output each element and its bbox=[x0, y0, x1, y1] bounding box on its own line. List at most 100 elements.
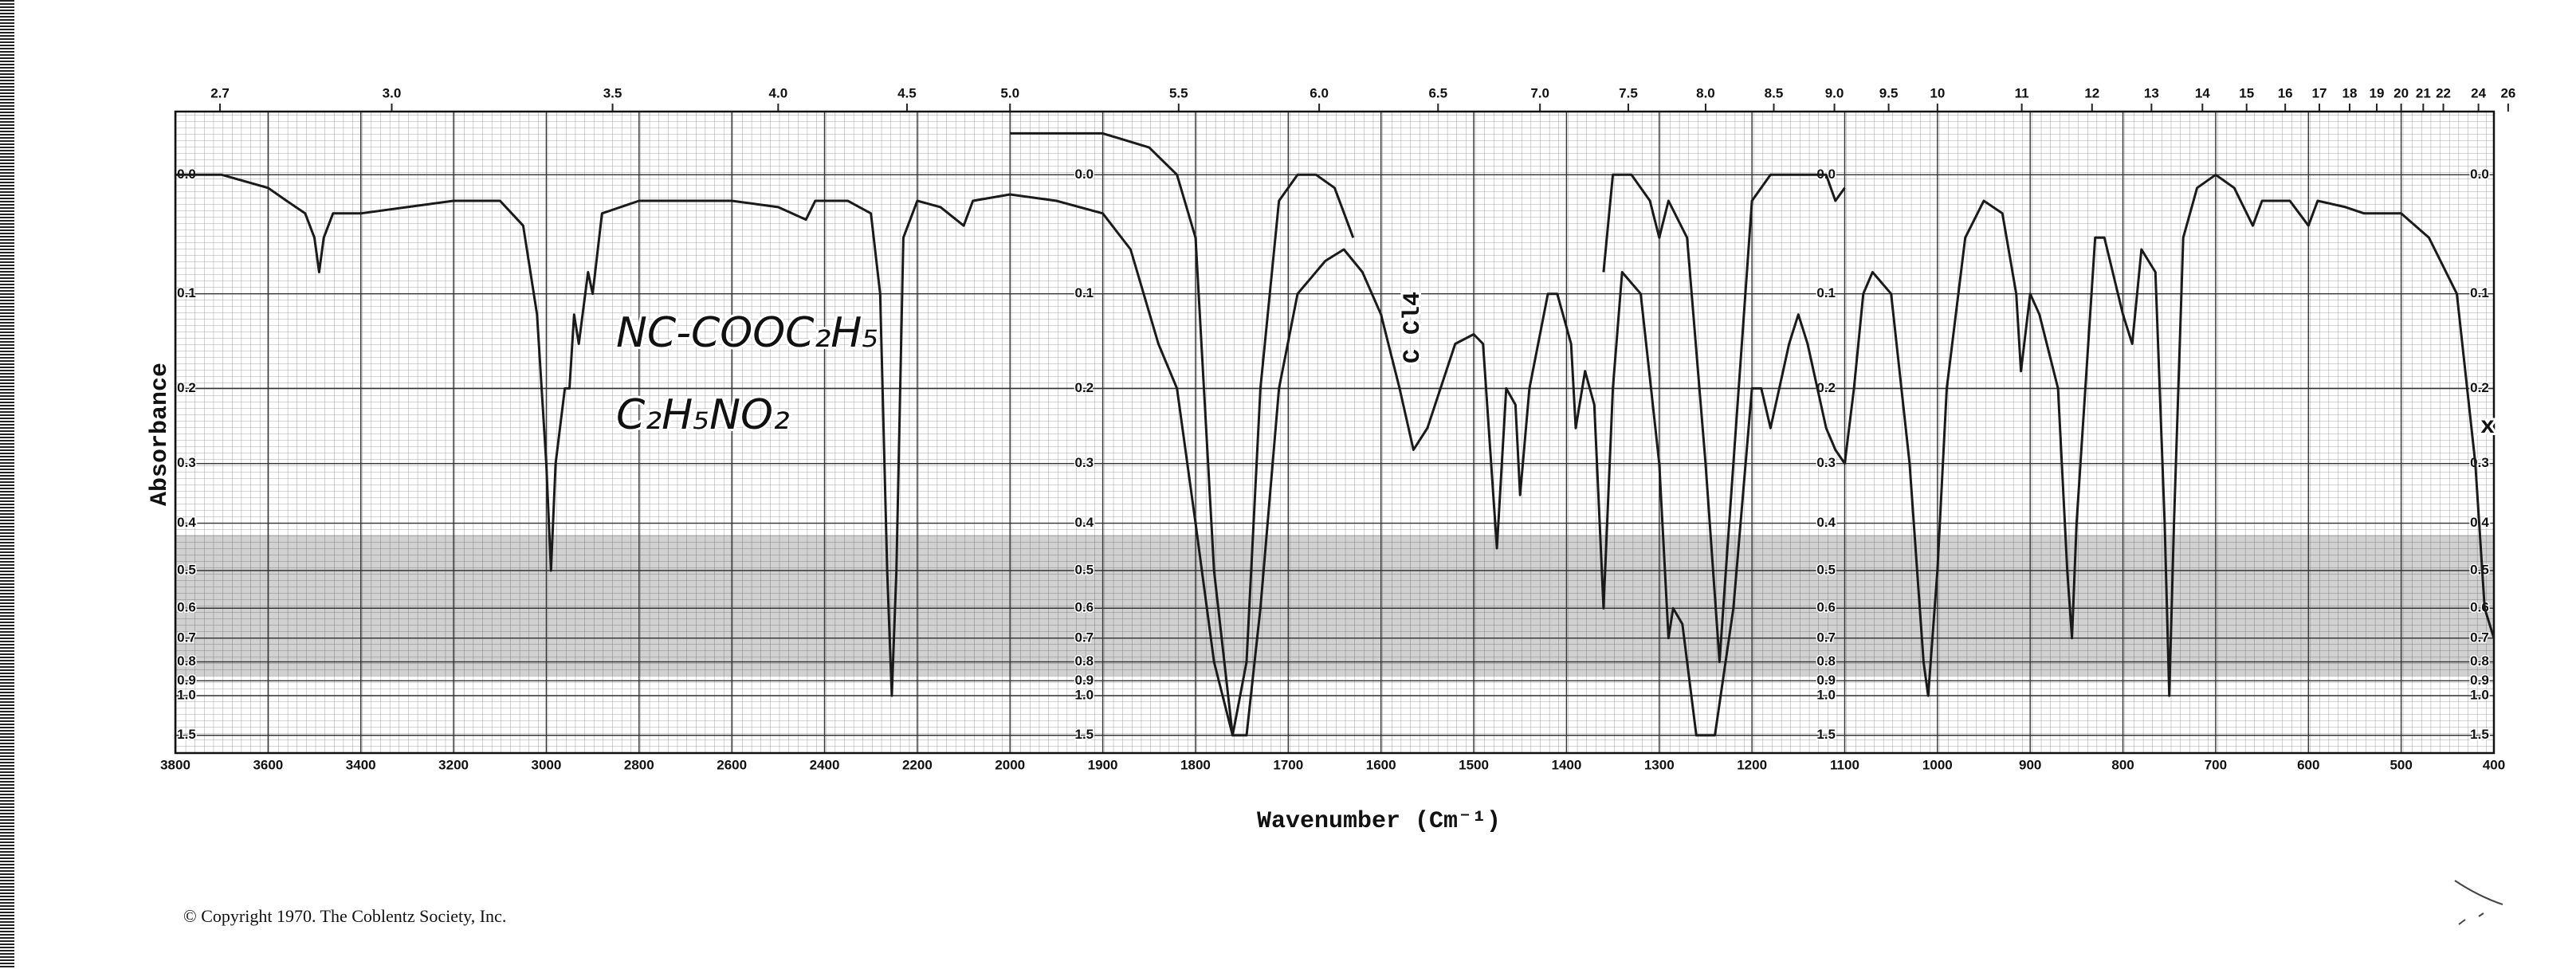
x-tick-label: 3200 bbox=[438, 757, 469, 772]
x2-tick-label: 15 bbox=[2239, 85, 2254, 100]
y-tick-label: 0.1 bbox=[1816, 285, 1836, 300]
x-tick-label: 1600 bbox=[1366, 757, 1396, 772]
spectrum-trace bbox=[175, 173, 2496, 737]
x-tick-label: 3400 bbox=[346, 757, 376, 772]
x-tick-label: 500 bbox=[2389, 757, 2412, 772]
y-tick-label: 0.7 bbox=[177, 630, 196, 645]
y-tick-label: 0.8 bbox=[1816, 653, 1836, 669]
y-tick-label: 0.1 bbox=[2470, 285, 2489, 300]
y-tick-label: 0.6 bbox=[1075, 600, 1094, 615]
x-tick-label: 400 bbox=[2483, 757, 2505, 772]
x2-tick-label: 17 bbox=[2312, 85, 2327, 100]
x-tick-label: 1300 bbox=[1644, 757, 1675, 772]
x2-tick-label: 2.7 bbox=[210, 85, 230, 100]
y-tick-label: 0.5 bbox=[1075, 562, 1094, 577]
x-tick-label: 1900 bbox=[1088, 757, 1118, 772]
x2-tick-label: 19 bbox=[2370, 85, 2385, 100]
x2-tick-label: 7.0 bbox=[1530, 85, 1549, 100]
y-tick-label: 0.4 bbox=[1075, 515, 1094, 530]
x2-tick-label: 7.5 bbox=[1619, 85, 1638, 100]
y-tick-label: 0.9 bbox=[177, 673, 196, 688]
y-tick-label: 1.0 bbox=[2470, 688, 2489, 703]
x2-tick-label: 8.0 bbox=[1696, 85, 1715, 100]
x-tick-label: 3000 bbox=[532, 757, 562, 772]
y-tick-label: 0.4 bbox=[1816, 515, 1836, 530]
x2-tick-label: 8.5 bbox=[1765, 85, 1784, 100]
y-tick-label: 0.5 bbox=[2470, 562, 2489, 577]
x-tick-label: 1800 bbox=[1180, 757, 1211, 772]
y-tick-label: 0.2 bbox=[1816, 380, 1836, 395]
shaded-band bbox=[175, 535, 2494, 677]
x2-tick-label: 16 bbox=[2278, 85, 2293, 100]
x-tick-label: 1200 bbox=[1737, 757, 1767, 772]
x2-tick-label: 5.0 bbox=[1000, 85, 1019, 100]
x2-tick-label: 6.0 bbox=[1310, 85, 1329, 100]
x-tick-label: 1700 bbox=[1273, 757, 1303, 772]
x2-tick-label: 3.5 bbox=[603, 85, 622, 100]
y-tick-label: 0.8 bbox=[1075, 653, 1094, 669]
x2-tick-label: 9.5 bbox=[1879, 85, 1899, 100]
y-tick-label: 1.5 bbox=[1075, 727, 1094, 742]
x2-tick-label: 4.0 bbox=[769, 85, 788, 100]
y-tick-label: 0.3 bbox=[1816, 455, 1836, 470]
y-tick-label: 0.7 bbox=[1075, 630, 1094, 645]
spectrum-trace bbox=[1010, 131, 1846, 737]
x2-tick-label: 10 bbox=[1930, 85, 1945, 100]
x2-tick-label: 13 bbox=[2144, 85, 2159, 100]
y-axis-label: Absorbance bbox=[147, 363, 174, 506]
y-tick-label: 1.0 bbox=[1075, 688, 1094, 703]
annotation: NC-COOC₂H₅ bbox=[616, 309, 878, 357]
x-tick-label: 600 bbox=[2297, 757, 2319, 772]
x2-tick-label: 5.5 bbox=[1169, 85, 1188, 100]
y-tick-label: 0.0 bbox=[1075, 167, 1094, 182]
y-tick-label: 0.9 bbox=[1816, 673, 1836, 688]
x2-tick-label: 20 bbox=[2393, 85, 2409, 100]
x-tick-label: 2800 bbox=[624, 757, 654, 772]
y-tick-label: 0.2 bbox=[177, 380, 196, 395]
x2-tick-label: 22 bbox=[2436, 85, 2451, 100]
x-tick-label: 700 bbox=[2205, 757, 2227, 772]
x-tick-label: 2000 bbox=[995, 757, 1025, 772]
y-tick-label: 0.2 bbox=[1075, 380, 1094, 395]
y-tick-label: 0.4 bbox=[177, 515, 196, 530]
y-tick-label: 0.3 bbox=[1075, 455, 1094, 470]
y-tick-label: 1.0 bbox=[177, 688, 196, 703]
y-tick-label: 0.6 bbox=[177, 600, 196, 615]
x2-tick-label: 21 bbox=[2416, 85, 2431, 100]
edge-stripes bbox=[0, 0, 14, 969]
y-tick-label: 0.3 bbox=[177, 455, 196, 470]
annotation: x bbox=[2480, 414, 2495, 441]
y-tick-label: 0.1 bbox=[177, 285, 196, 300]
y-tick-label: 0.9 bbox=[2470, 673, 2489, 688]
x2-tick-label: 11 bbox=[2015, 85, 2029, 100]
y-tick-label: 0.7 bbox=[2470, 630, 2489, 645]
y-tick-label: 0.1 bbox=[1075, 285, 1094, 300]
x2-tick-label: 26 bbox=[2500, 85, 2515, 100]
x-tick-label: 1100 bbox=[1830, 757, 1859, 772]
y-tick-label: 0.8 bbox=[177, 653, 196, 669]
x-tick-label: 1400 bbox=[1551, 757, 1581, 772]
y-tick-label: 0.2 bbox=[2470, 380, 2489, 395]
x2-tick-label: 3.0 bbox=[383, 85, 402, 100]
x2-tick-label: 4.5 bbox=[897, 85, 917, 100]
scan-marks bbox=[2454, 880, 2503, 925]
x2-tick-label: 18 bbox=[2342, 85, 2358, 100]
x-tick-label: 2200 bbox=[902, 757, 933, 772]
y-tick-label: 0.9 bbox=[1075, 673, 1094, 688]
x-axis-label: Wavenumber (Cm⁻¹) bbox=[1257, 808, 1501, 835]
x-tick-label: 800 bbox=[2111, 757, 2134, 772]
y-tick-label: 0.5 bbox=[177, 562, 196, 577]
x-tick-label: 1000 bbox=[1922, 757, 1953, 772]
y-tick-label: 0.8 bbox=[2470, 653, 2489, 669]
x-tick-label: 900 bbox=[2019, 757, 2041, 772]
y-tick-label: 0.7 bbox=[1816, 630, 1836, 645]
x2-tick-label: 14 bbox=[2195, 85, 2210, 100]
x2-tick-label: 6.5 bbox=[1428, 85, 1447, 100]
annotation: C₂H₅NO₂ bbox=[616, 391, 790, 439]
y-tick-label: 0.6 bbox=[1816, 600, 1836, 615]
y-tick-label: 1.5 bbox=[1816, 727, 1836, 742]
copyright: © Copyright 1970. The Coblentz Society, … bbox=[183, 906, 506, 926]
x2-tick-label: 24 bbox=[2471, 85, 2486, 100]
minor-grid bbox=[175, 112, 2494, 753]
